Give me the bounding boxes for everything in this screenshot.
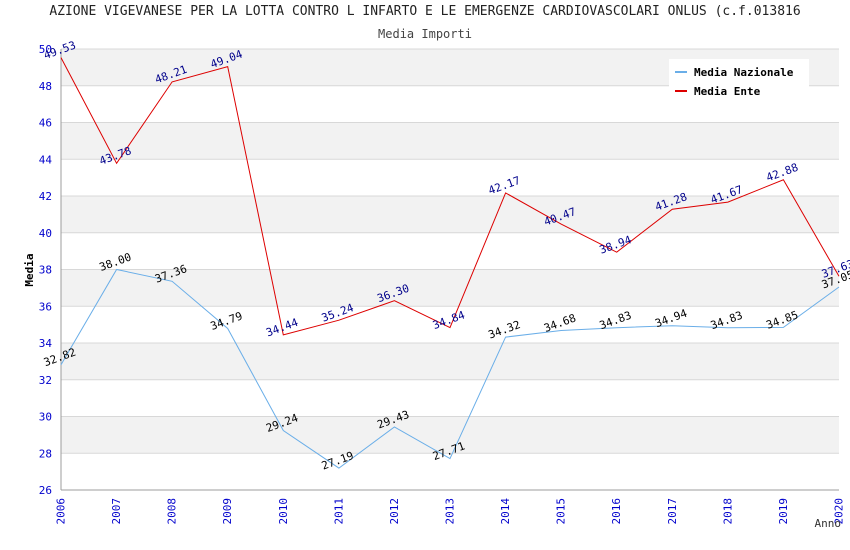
data-label: 34.44 [264, 316, 300, 340]
chart-title: AZIONE VIGEVANESE PER LA LOTTA CONTRO L … [49, 4, 801, 19]
legend-box [669, 59, 809, 103]
x-tick-label: 2019 [777, 498, 790, 525]
data-label: 34.32 [487, 318, 523, 342]
data-label: 34.68 [542, 311, 578, 335]
y-tick-label: 46 [39, 117, 52, 130]
chart-subtitle: Media Importi [378, 27, 472, 41]
x-tick-label: 2016 [610, 498, 623, 525]
data-label: 42.17 [487, 174, 523, 198]
y-tick-label: 28 [39, 447, 52, 460]
y-tick-label: 44 [39, 153, 53, 166]
x-tick-label: 2020 [833, 498, 846, 525]
data-label: 34.85 [764, 308, 800, 332]
data-label: 34.79 [209, 309, 245, 333]
data-label: 34.83 [598, 309, 634, 333]
x-tick-label: 2017 [666, 498, 679, 525]
x-tick-label: 2014 [499, 498, 512, 525]
x-tick-label: 2006 [55, 498, 68, 525]
x-axis-label: Anno [815, 517, 842, 530]
y-tick-label: 42 [39, 190, 52, 203]
x-tick-label: 2013 [444, 498, 457, 525]
y-tick-label: 48 [39, 80, 52, 93]
x-tick-label: 2011 [332, 498, 345, 525]
grid-band [61, 416, 839, 454]
y-axis-label: Media [23, 253, 36, 286]
x-tick-label: 2009 [221, 498, 234, 525]
x-tick-label: 2010 [277, 498, 290, 525]
x-tick-label: 2007 [110, 498, 123, 525]
y-tick-label: 32 [39, 374, 52, 387]
series-line-media-ente [60, 57, 840, 336]
y-tick-label: 30 [39, 411, 52, 424]
data-label: 38.94 [598, 233, 634, 257]
legend-label: Media Ente [694, 85, 761, 98]
y-tick-label: 36 [39, 300, 52, 313]
x-tick-label: 2015 [555, 498, 568, 525]
y-tick-label: 38 [39, 264, 52, 277]
y-tick-label: 34 [39, 337, 53, 350]
grid-band [61, 269, 839, 307]
x-tick-label: 2018 [721, 498, 734, 525]
data-label: 34.83 [709, 309, 745, 333]
data-label: 34.84 [431, 308, 467, 332]
grid-band [61, 343, 839, 380]
grid-band [61, 122, 839, 160]
legend-label: Media Nazionale [694, 66, 794, 79]
grid-band [61, 196, 839, 233]
y-tick-label: 26 [39, 484, 52, 497]
y-tick-label: 40 [39, 227, 52, 240]
data-label: 34.94 [653, 307, 689, 331]
series-line-media-nazionale [60, 268, 840, 469]
y-tick-label: 50 [39, 43, 52, 56]
x-tick-label: 2012 [388, 498, 401, 525]
x-tick-label: 2008 [166, 498, 179, 525]
